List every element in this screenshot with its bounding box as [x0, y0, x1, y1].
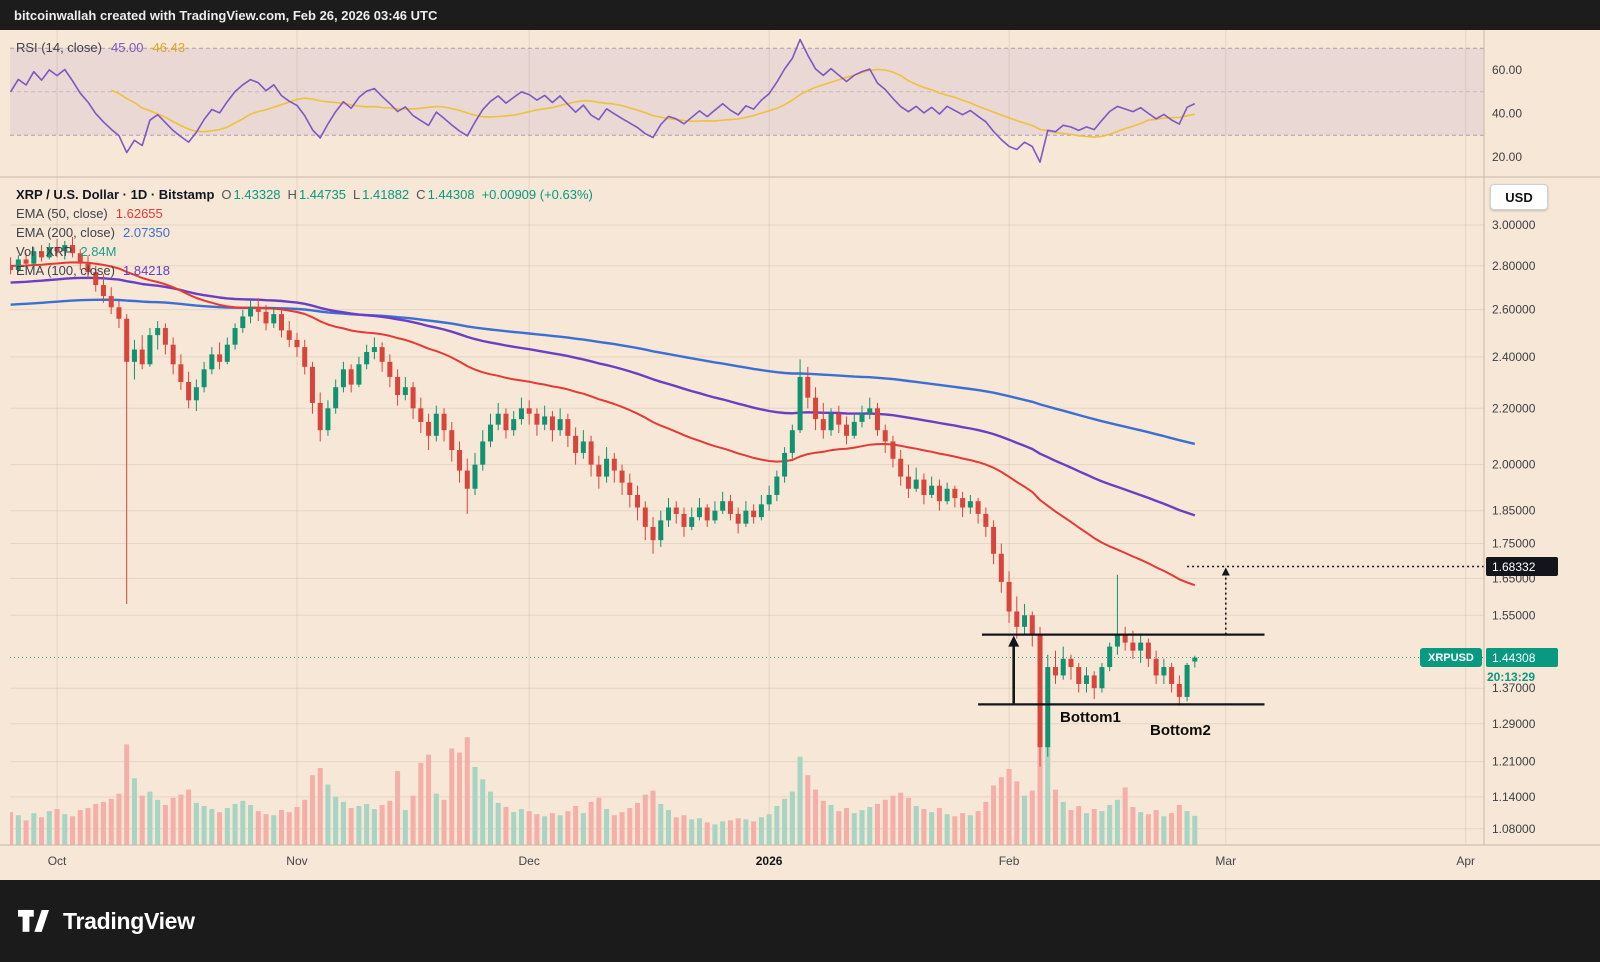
svg-text:2.80000: 2.80000 — [1492, 259, 1536, 273]
tradingview-footer: TradingView — [0, 880, 1600, 962]
time-axis-label-apr: Apr — [1456, 854, 1476, 868]
indicator-row-volume[interactable]: Vol · XRP 2.84M — [16, 242, 593, 261]
rsi-indicator-name[interactable]: RSI (14, close) — [16, 40, 102, 55]
rsi-value: 45.00 — [110, 40, 144, 55]
rsi-ma-value: 46.43 — [152, 40, 186, 55]
svg-text:1.75000: 1.75000 — [1492, 537, 1536, 551]
svg-text:1.37000: 1.37000 — [1492, 681, 1536, 695]
time-axis-label-feb: Feb — [998, 854, 1020, 868]
ema200-name[interactable]: EMA (200, close) — [16, 225, 115, 240]
open-label: O — [221, 187, 232, 202]
time-axis-label-nov: Nov — [286, 854, 308, 868]
close-value: 1.44308 — [427, 187, 475, 202]
time-axis-label-dec: Dec — [518, 854, 540, 868]
tradingview-logo-icon[interactable] — [18, 907, 52, 936]
svg-text:60.00: 60.00 — [1492, 63, 1522, 77]
attribution-text: bitcoinwallah created with TradingView.c… — [14, 7, 438, 23]
low-value: 1.41882 — [362, 187, 410, 202]
symbol-title[interactable]: XRP / U.S. Dollar · 1D · Bitstamp — [16, 187, 215, 202]
svg-text:1.14000: 1.14000 — [1492, 790, 1536, 804]
bottom2-annotation-label[interactable]: Bottom2 — [1150, 722, 1211, 739]
attribution-bar: bitcoinwallah created with TradingView.c… — [0, 0, 1600, 30]
symbol-row[interactable]: XRP / U.S. Dollar · 1D · Bitstamp O 1.43… — [16, 185, 593, 204]
close-label: C — [416, 187, 426, 202]
last-price-axis-label: 1.44308 — [1486, 648, 1558, 667]
time-axis-label-2026: 2026 — [755, 854, 783, 868]
svg-text:1.29000: 1.29000 — [1492, 717, 1536, 731]
ema100-line — [10, 276, 1196, 517]
svg-text:2.40000: 2.40000 — [1492, 350, 1536, 364]
high-value: 1.44735 — [298, 187, 346, 202]
bottom1-annotation-label[interactable]: Bottom1 — [1060, 709, 1121, 726]
plot-layer — [10, 38, 1198, 845]
target-price-axis-label: 1.68332 — [1486, 557, 1558, 576]
candles-layer — [10, 236, 1198, 767]
ema200-line — [10, 298, 1196, 446]
svg-text:40.00: 40.00 — [1492, 107, 1522, 121]
change-value: +0.00909 (+0.63%) — [481, 187, 593, 202]
time-axis-label-mar: Mar — [1215, 854, 1237, 868]
indicator-row-ema100[interactable]: EMA (100, close) 1.84218 — [16, 261, 593, 280]
high-label: H — [287, 187, 297, 202]
time-gridlines — [56, 30, 1467, 845]
currency-toggle-button[interactable]: USD — [1490, 184, 1548, 210]
svg-text:2.00000: 2.00000 — [1492, 458, 1536, 472]
volume-value: 2.84M — [80, 244, 117, 259]
tradingview-brand-text[interactable]: TradingView — [63, 907, 195, 934]
rsi-line — [10, 38, 1196, 163]
chart-area[interactable]: 3.00000 2.80000 2.60000 2.40000 2.20000 2.000… — [0, 30, 1600, 880]
bar-countdown-timer: 20:13:29 — [1487, 670, 1536, 684]
volume-name[interactable]: Vol · XRP — [16, 244, 73, 259]
ema200-value: 2.07350 — [123, 225, 170, 240]
rsi-band — [10, 48, 1484, 136]
price-axis-labels: 3.00000 2.80000 2.60000 2.40000 2.20000 2.000… — [1492, 63, 1536, 836]
time-axis-label-oct: Oct — [47, 854, 67, 868]
svg-text:1.08000: 1.08000 — [1492, 822, 1536, 836]
svg-text:1.55000: 1.55000 — [1492, 608, 1536, 622]
indicator-row-ema50[interactable]: EMA (50, close) 1.62655 — [16, 204, 593, 223]
open-value: 1.43328 — [233, 187, 281, 202]
svg-text:1.21000: 1.21000 — [1492, 755, 1536, 769]
ema50-line — [10, 261, 1196, 587]
rsi-ma-line — [110, 68, 1195, 138]
volume-layer — [10, 730, 1198, 845]
ema50-name[interactable]: EMA (50, close) — [16, 206, 108, 221]
main-chart-legend: XRP / U.S. Dollar · 1D · Bitstamp O 1.43… — [16, 185, 593, 280]
svg-text:20.00: 20.00 — [1492, 150, 1522, 164]
low-label: L — [352, 187, 361, 202]
price-gridlines — [10, 224, 1484, 830]
rsi-legend[interactable]: RSI (14, close) 45.00 46.43 — [16, 40, 185, 55]
svg-text:3.00000: 3.00000 — [1492, 218, 1536, 232]
price-chart-canvas[interactable]: 3.00000 2.80000 2.60000 2.40000 2.20000 2.000… — [0, 30, 1600, 880]
indicator-row-ema200[interactable]: EMA (200, close) 2.07350 — [16, 223, 593, 242]
svg-text:1.85000: 1.85000 — [1492, 504, 1536, 518]
time-axis[interactable]: Oct Nov Dec 2026 Feb Mar Apr — [0, 845, 1484, 880]
symbol-price-tag: XRPUSD — [1420, 648, 1482, 667]
svg-text:2.20000: 2.20000 — [1492, 401, 1536, 415]
ema100-value: 1.84218 — [123, 263, 170, 278]
ema50-value: 1.62655 — [115, 206, 163, 221]
svg-text:2.60000: 2.60000 — [1492, 303, 1536, 317]
ema100-name[interactable]: EMA (100, close) — [16, 263, 115, 278]
